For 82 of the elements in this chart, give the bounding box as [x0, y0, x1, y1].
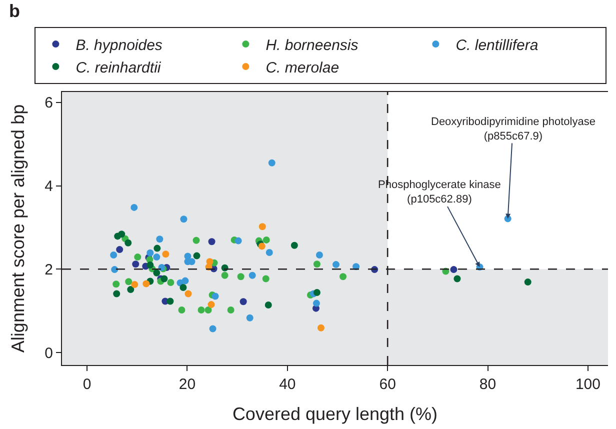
x-tick-label: 20: [178, 376, 196, 393]
legend-label: B. hypnoides: [76, 36, 163, 54]
point: [162, 250, 170, 258]
point: [110, 251, 118, 258]
point: [112, 280, 120, 288]
point: [182, 277, 189, 284]
point: [332, 261, 340, 268]
point: [184, 290, 192, 298]
point: [240, 298, 247, 306]
point: [312, 300, 320, 307]
point: [227, 306, 234, 314]
point: [125, 278, 132, 286]
point: [160, 275, 168, 282]
point: [454, 275, 461, 282]
point: [127, 286, 134, 294]
legend-label: C. lentillifera: [456, 36, 538, 54]
point: [524, 278, 532, 286]
point: [146, 261, 154, 268]
y-tick-label: 0: [44, 344, 53, 362]
point: [118, 230, 126, 238]
y-tick-label: 4: [44, 178, 53, 196]
point: [340, 273, 347, 280]
point: [313, 260, 320, 268]
point: [262, 275, 270, 282]
point: [450, 266, 458, 274]
point: [146, 249, 154, 256]
point: [316, 251, 323, 258]
point: [192, 236, 200, 244]
point: [246, 314, 254, 322]
point: [156, 236, 164, 243]
point: [124, 239, 132, 246]
x-tick-label: 60: [379, 376, 396, 393]
point: [113, 290, 120, 298]
point: [262, 236, 270, 244]
y-tick-label: 2: [44, 261, 53, 278]
point: [208, 238, 216, 246]
y-tick-label: 6: [44, 94, 53, 112]
point: [134, 254, 142, 261]
point: [209, 325, 216, 332]
point: [153, 254, 160, 261]
point: [142, 280, 150, 288]
x-tick-label: 100: [575, 376, 600, 393]
point: [317, 324, 324, 332]
point: [264, 301, 272, 308]
legend-label: C. reinhardtii: [76, 59, 162, 76]
x-tick-label: 80: [479, 376, 496, 393]
point: [208, 301, 215, 308]
point: [198, 306, 205, 314]
annotation: Phosphoglycerate kinase (p105c62.89): [378, 179, 501, 206]
point: [234, 237, 242, 244]
legend-label: H. borneensis: [266, 36, 359, 54]
point: [111, 266, 118, 274]
point: [258, 223, 266, 230]
point: [248, 272, 256, 279]
point: [154, 244, 161, 252]
point: [132, 260, 140, 268]
point: [268, 159, 276, 166]
point: [313, 288, 320, 296]
point: [178, 306, 186, 314]
point: [221, 272, 228, 279]
text: b: [9, 1, 20, 21]
point: [193, 252, 200, 260]
point: [166, 298, 174, 305]
point: [266, 248, 273, 256]
point: [212, 292, 219, 300]
point: [130, 204, 138, 211]
point: [206, 258, 214, 266]
point: [116, 246, 124, 254]
y-axis-title: Alignment score per aligned bp: [8, 104, 28, 353]
point: [131, 281, 138, 288]
point: [180, 216, 188, 223]
x-axis-title: Covered query length (%): [232, 404, 438, 424]
point: [167, 278, 174, 286]
annotation: Deoxyribodipyrimidine photolyase (p855c67.9): [431, 116, 596, 142]
point: [290, 242, 298, 249]
point: [153, 269, 160, 276]
point: [204, 306, 212, 314]
x-tick-label: 40: [279, 376, 296, 393]
point: [180, 284, 187, 291]
x-tick-label: 0: [82, 376, 92, 393]
point: [237, 273, 244, 280]
legend-label: C. merolae: [266, 59, 340, 76]
